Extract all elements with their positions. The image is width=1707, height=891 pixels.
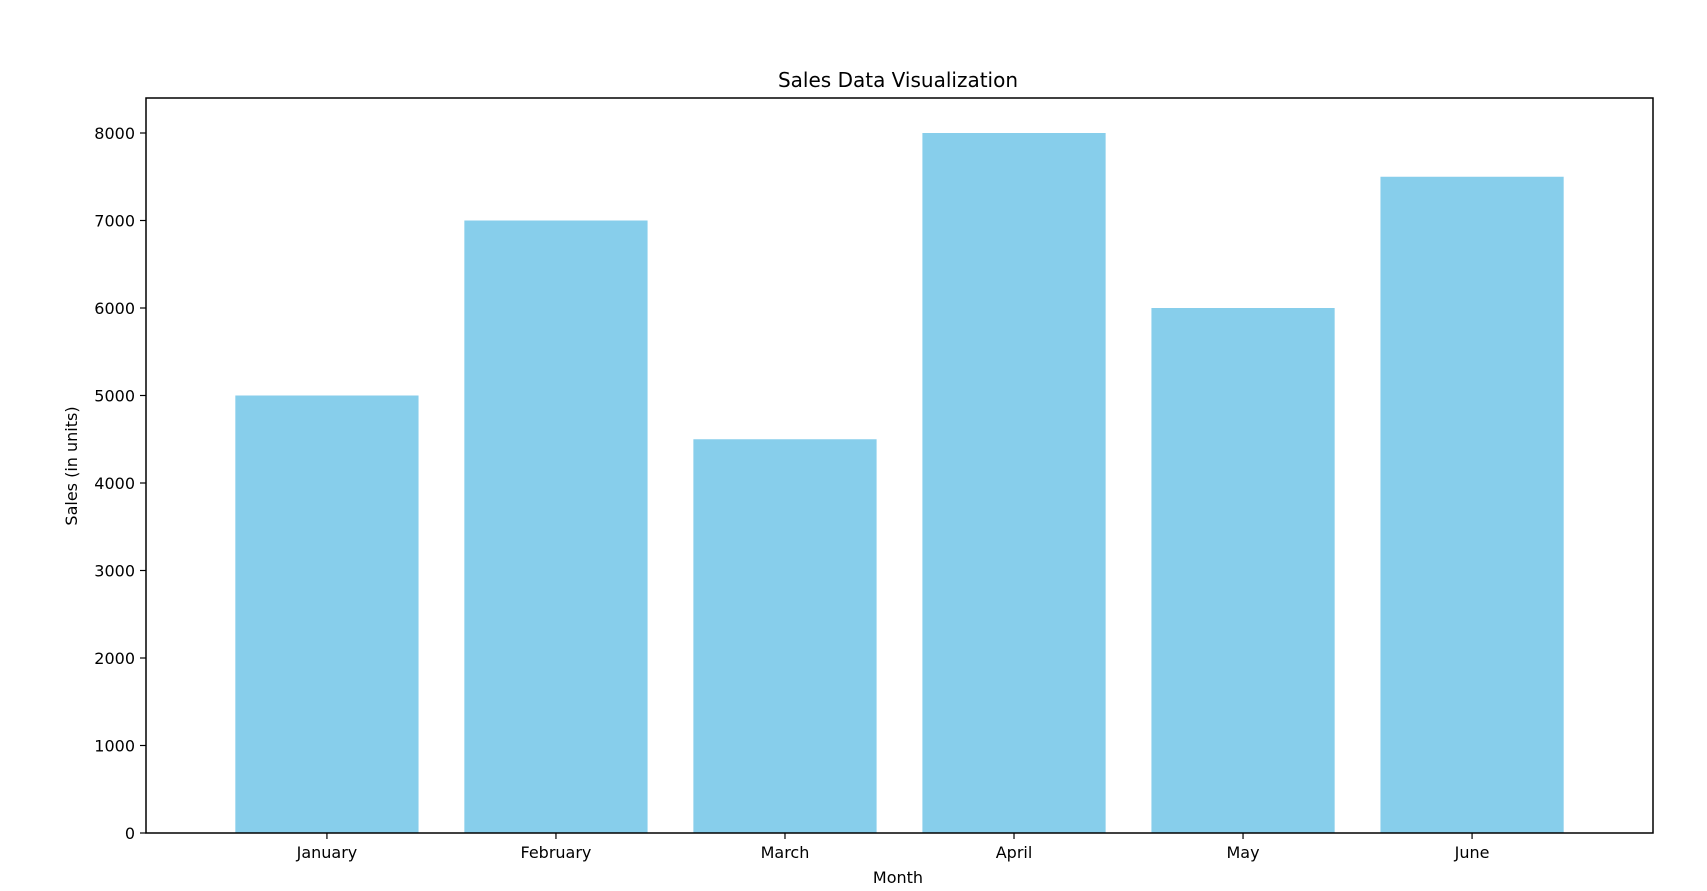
bar-june xyxy=(1380,176,1564,833)
y-axis-label: Sales (in units) xyxy=(62,406,81,525)
bar-march xyxy=(693,439,877,833)
bar-february xyxy=(464,220,648,833)
x-axis-ticks: January February March April May June xyxy=(296,833,1490,862)
bar-april xyxy=(922,133,1106,833)
y-tick-label: 5000 xyxy=(94,387,135,406)
y-tick-label: 1000 xyxy=(94,737,135,756)
y-tick-label: 2000 xyxy=(94,649,135,668)
bars-layer xyxy=(235,133,1564,833)
y-tick-label: 3000 xyxy=(94,562,135,581)
y-tick-label: 7000 xyxy=(94,212,135,231)
x-tick-label: February xyxy=(521,843,592,862)
x-tick-label: June xyxy=(1454,843,1490,862)
chart-title: Sales Data Visualization xyxy=(778,68,1018,92)
y-tick-label: 6000 xyxy=(94,299,135,318)
y-axis-ticks: 0 1000 2000 3000 4000 5000 6000 7000 8000 xyxy=(94,124,146,843)
bar-may xyxy=(1151,308,1335,833)
y-tick-label: 0 xyxy=(125,824,135,843)
x-tick-label: April xyxy=(996,843,1033,862)
x-tick-label: May xyxy=(1227,843,1260,862)
y-tick-label: 8000 xyxy=(94,124,135,143)
x-tick-label: January xyxy=(296,843,358,862)
plot-area-frame xyxy=(145,97,1654,834)
y-tick-label: 4000 xyxy=(94,474,135,493)
x-axis-label: Month xyxy=(873,868,923,887)
x-tick-label: March xyxy=(761,843,810,862)
bar-january xyxy=(235,395,419,833)
